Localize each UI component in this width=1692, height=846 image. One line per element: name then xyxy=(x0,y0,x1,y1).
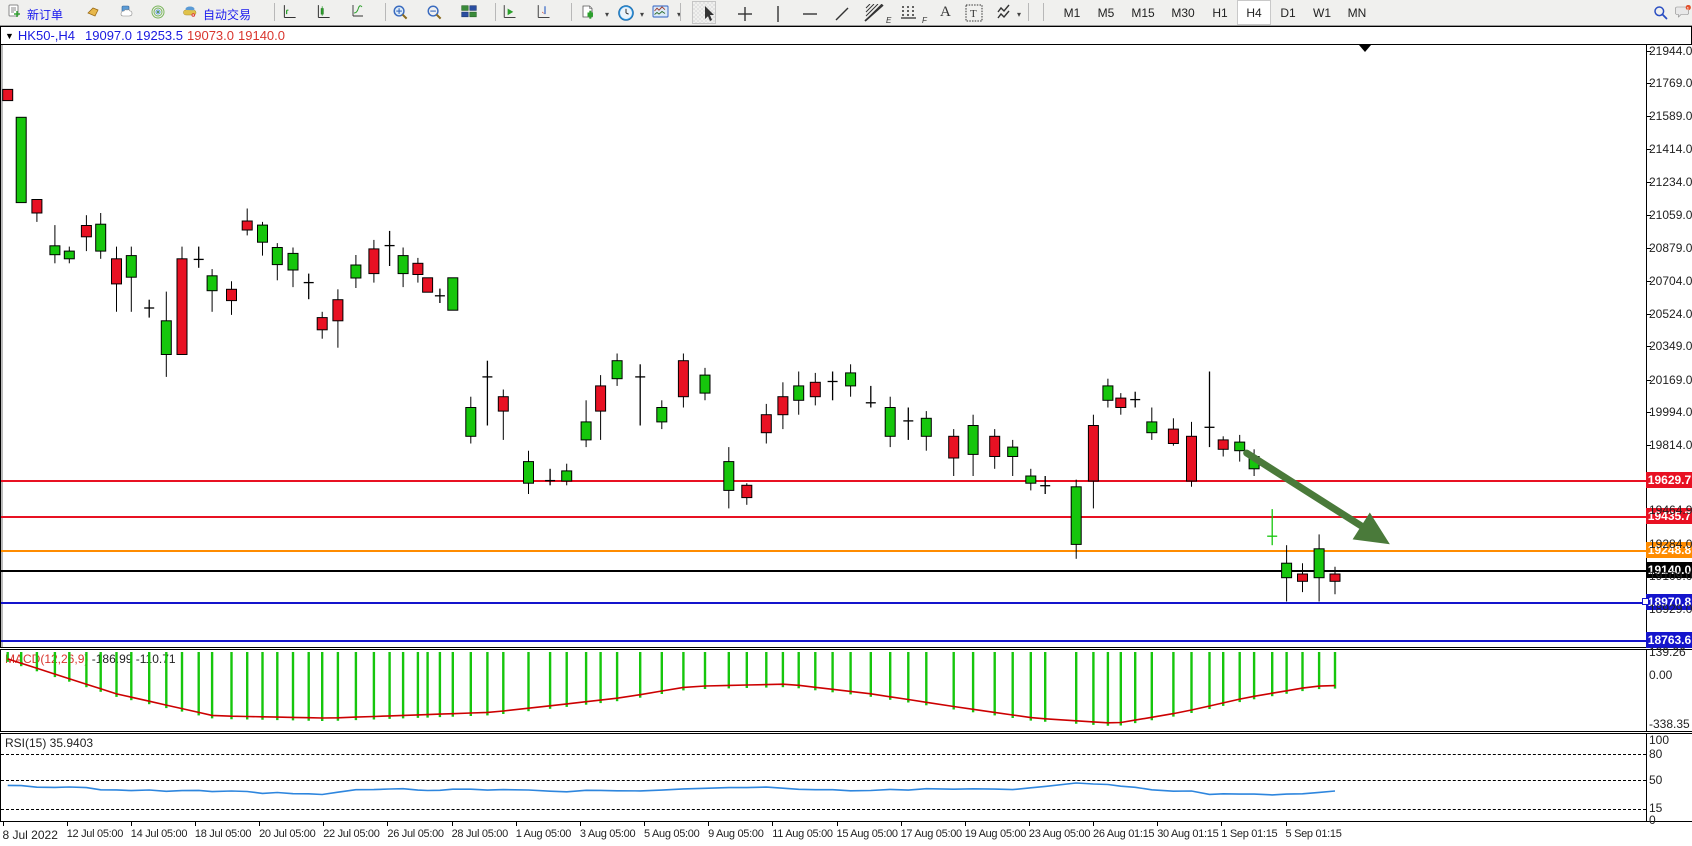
svg-text:T: T xyxy=(970,8,977,20)
